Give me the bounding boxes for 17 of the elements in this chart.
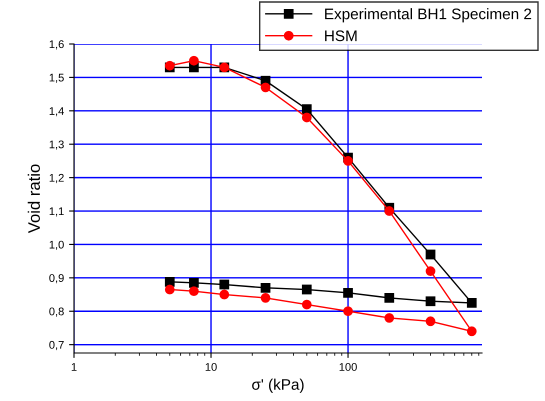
x-axis-title: σ' (kPa) [252,378,304,393]
legend-label: Experimental BH1 Specimen 2 [325,8,532,22]
y-tick-label: 1,2 [50,174,64,184]
y-tick-label: 0,8 [49,308,64,317]
x-tick-label: 1 [72,363,77,371]
y-tick-label: 1,6 [50,40,64,50]
y-tick-label: 1,4 [50,107,64,116]
y-tick-label: 1,5 [50,74,64,83]
x-tick-label: 10 [206,363,217,371]
legend-label: HSM [325,30,357,42]
y-axis-title: Void ratio [28,164,40,234]
y-tick-label: 0,9 [49,274,64,284]
y-tick-label: 1,0 [50,240,64,250]
x-tick-label: 100 [340,363,357,371]
y-tick-label: 1,1 [50,207,64,216]
y-tick-label: 0,7 [49,340,64,350]
y-tick-label: 1,3 [50,140,64,150]
